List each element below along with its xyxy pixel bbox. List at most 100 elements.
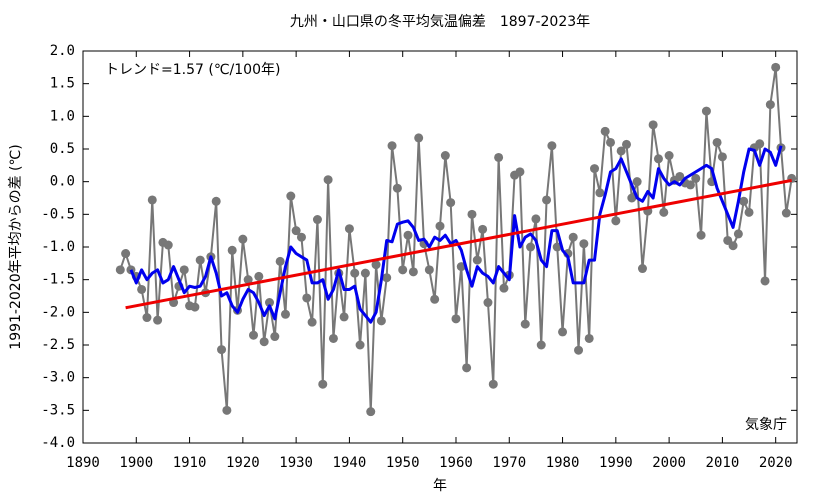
data-point xyxy=(701,106,711,116)
data-point xyxy=(494,152,504,162)
data-point xyxy=(771,62,781,72)
data-point xyxy=(376,316,386,326)
data-point xyxy=(611,216,621,226)
x-tick-label: 1890 xyxy=(66,455,100,471)
trend-annotation: トレンド=1.57 (℃/100年) xyxy=(105,62,280,78)
data-point xyxy=(243,275,253,285)
x-axis-label: 年 xyxy=(433,478,447,494)
data-point xyxy=(339,312,349,322)
data-point xyxy=(456,262,466,272)
y-tick-label: 1.0 xyxy=(50,108,75,124)
data-point xyxy=(296,232,306,242)
data-point xyxy=(217,345,227,355)
data-point xyxy=(664,151,674,161)
data-point xyxy=(632,177,642,187)
data-point xyxy=(733,229,743,239)
data-point xyxy=(238,234,248,244)
data-point xyxy=(403,230,413,240)
data-point xyxy=(478,224,488,234)
data-point xyxy=(312,215,322,225)
data-point xyxy=(467,209,477,219)
data-point xyxy=(584,333,594,343)
data-point xyxy=(621,139,631,149)
y-tick-label: -3.0 xyxy=(41,370,75,386)
x-tick-label: 1900 xyxy=(119,455,153,471)
data-point xyxy=(307,317,317,327)
data-point xyxy=(488,379,498,389)
data-point xyxy=(360,268,370,278)
data-point xyxy=(259,337,269,347)
x-tick-label: 1910 xyxy=(173,455,207,471)
data-point xyxy=(515,167,525,177)
data-point xyxy=(637,264,647,274)
x-tick-label: 2010 xyxy=(706,455,740,471)
data-point xyxy=(382,273,392,283)
y-tick-label: 2.0 xyxy=(50,43,75,59)
data-point xyxy=(350,268,360,278)
series-line xyxy=(125,178,792,310)
data-point xyxy=(627,193,637,203)
y-tick-label: -2.0 xyxy=(41,304,75,320)
x-tick-label: 1940 xyxy=(333,455,367,471)
data-point xyxy=(685,180,695,190)
y-tick-label: -0.5 xyxy=(41,206,75,222)
data-point xyxy=(659,207,669,217)
data-point xyxy=(760,276,770,286)
data-point xyxy=(696,230,706,240)
data-point xyxy=(286,191,296,201)
data-point xyxy=(408,267,418,277)
data-point xyxy=(739,196,749,206)
y-tick-label: 1.5 xyxy=(50,76,75,92)
data-point xyxy=(547,141,557,151)
x-tick-label: 1980 xyxy=(546,455,580,471)
y-tick-label: -1.5 xyxy=(41,272,75,288)
data-point xyxy=(755,139,765,149)
data-point xyxy=(222,405,232,415)
data-point xyxy=(531,214,541,224)
data-point xyxy=(318,379,328,389)
x-tick-label: 1950 xyxy=(386,455,420,471)
data-point xyxy=(590,164,600,174)
data-point xyxy=(414,133,424,143)
data-point xyxy=(211,196,221,206)
data-point xyxy=(147,195,157,205)
data-point xyxy=(440,151,450,161)
data-point xyxy=(579,239,589,249)
data-point xyxy=(270,332,280,342)
data-point xyxy=(536,340,546,350)
data-point xyxy=(275,256,285,266)
data-point xyxy=(728,241,738,251)
data-point xyxy=(371,260,381,270)
data-point xyxy=(291,226,301,236)
data-point xyxy=(691,173,701,183)
data-point xyxy=(179,265,189,275)
x-tick-label: 2020 xyxy=(759,455,793,471)
data-point xyxy=(616,146,626,156)
data-point xyxy=(435,221,445,231)
chart-title: 九州・山口県の冬平均気温偏差 1897-2023年 xyxy=(290,14,590,30)
data-point xyxy=(499,283,509,293)
data-point xyxy=(542,195,552,205)
y-tick-label: 0.0 xyxy=(50,174,75,190)
data-point xyxy=(606,137,616,147)
data-point xyxy=(254,271,264,281)
x-tick-label: 1930 xyxy=(279,455,313,471)
data-point xyxy=(398,265,408,275)
data-point xyxy=(195,255,205,265)
data-point xyxy=(648,120,658,130)
data-point xyxy=(424,265,434,275)
source-annotation: 気象庁 xyxy=(745,417,787,433)
data-point xyxy=(392,183,402,193)
data-point xyxy=(344,224,354,234)
data-point xyxy=(280,309,290,319)
data-point xyxy=(355,340,365,350)
data-point xyxy=(462,363,472,373)
y-tick-label: -3.5 xyxy=(41,402,75,418)
data-point xyxy=(121,249,131,259)
data-point xyxy=(744,207,754,217)
x-tick-label: 2000 xyxy=(652,455,686,471)
x-tick-label: 1990 xyxy=(599,455,633,471)
data-point xyxy=(137,284,147,294)
data-point xyxy=(781,208,791,218)
